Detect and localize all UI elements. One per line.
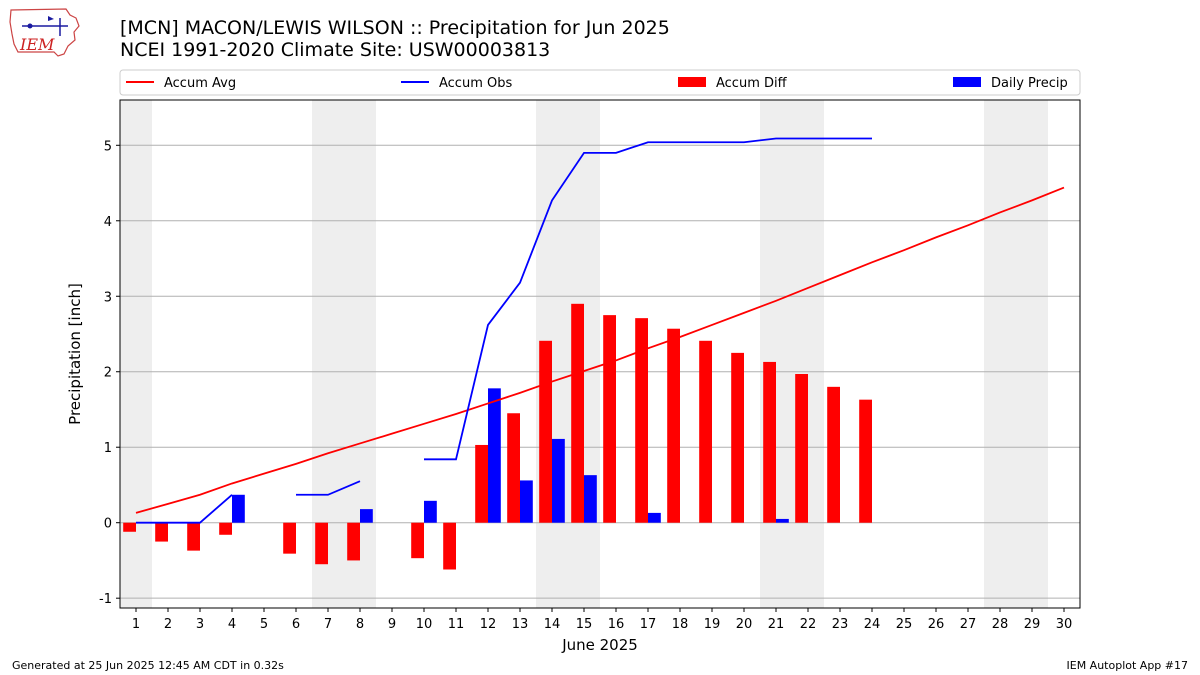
y-tick-label: 1 [104,441,112,456]
plot-frame [119,99,1081,609]
x-tick-label: 22 [800,617,817,632]
x-tick-label: 5 [260,617,268,632]
x-tick-label: 27 [960,617,977,632]
x-tick-label: 25 [896,617,913,632]
accum-diff-bar [827,386,840,523]
x-tick-label: 23 [832,617,849,632]
legend-label: Accum Avg [164,76,236,91]
daily-precip-bar [232,494,245,523]
accum-diff-bar [763,361,776,523]
accum-obs-line [136,494,233,524]
logo-text: IEM [19,35,55,54]
accum-diff-bar [731,352,744,523]
accum-diff-bar [283,522,296,554]
legend-swatch [953,77,981,87]
x-tick-label: 16 [608,617,625,632]
accum-diff-bar [347,522,360,561]
x-tick-label: 20 [736,617,753,632]
x-tick-label: 12 [480,617,497,632]
accum-diff-bar [795,374,808,523]
chart-title: [MCN] MACON/LEWIS WILSON :: Precipitatio… [120,17,670,39]
accum-diff-bar [155,522,168,542]
weekend-band [760,100,824,608]
daily-precip-bar [360,509,373,523]
accum-diff-bar [315,522,328,565]
x-axis-label: June 2025 [561,636,638,654]
weekend-band [120,100,152,608]
grid-lines [120,144,1080,599]
daily-precip-bar [552,438,565,523]
accum-diff-bar [635,318,648,523]
accum-diff-bar [443,522,456,570]
accum-diff-bar [123,522,136,532]
accum-diff-bar [507,413,520,523]
x-tick-label: 14 [544,617,561,632]
line-series [135,137,1065,524]
accum-diff-bar [571,303,584,523]
x-tick-label: 19 [704,617,721,632]
x-tick-label: 17 [640,617,657,632]
accum-diff-bar [603,315,616,523]
daily-precip-bar [776,518,789,523]
x-tick-label: 18 [672,617,689,632]
x-tick-label: 11 [448,617,465,632]
app-note: IEM Autoplot App #17 [1066,659,1189,672]
x-tick-label: 26 [928,617,945,632]
x-tick-label: 6 [292,617,300,632]
y-tick-label: -1 [99,592,112,607]
y-tick-label: 2 [104,366,112,381]
accum-diff-bar [539,340,552,523]
x-tick-label: 7 [324,617,332,632]
y-axis: -1 0 1 2 3 4 5 [99,139,120,607]
x-tick-label: 2 [164,617,172,632]
chart-subtitle: NCEI 1991-2020 Climate Site: USW00003813 [120,39,551,61]
accum-avg-line [135,186,1065,514]
generated-note: Generated at 25 Jun 2025 12:45 AM CDT in… [12,659,284,672]
legend-swatch [678,77,706,87]
x-tick-label: 4 [228,617,236,632]
x-axis: 1 2 3 4 5 6 7 8 9 10 11 12 13 14 15 16 17 18 19 20 21 22 23 24 2… [132,608,1072,632]
x-tick-label: 24 [864,617,881,632]
y-tick-label: 3 [104,290,112,305]
x-tick-label: 13 [512,617,529,632]
daily-precip-bar [488,388,501,523]
accum-diff-bar [475,444,488,523]
legend: Accum Avg Accum Obs Accum Diff Daily Precip [119,69,1081,96]
weekend-shading [120,100,1048,608]
y-axis-label: Precipitation [inch] [66,283,84,425]
legend-box [119,69,1081,96]
x-tick-label: 1 [132,617,140,632]
daily-precip-bar [424,500,437,523]
y-tick-label: 4 [104,215,112,230]
accum-diff-bar [187,522,200,551]
x-tick-label: 29 [1024,617,1041,632]
x-tick-label: 10 [416,617,433,632]
accum-obs-line [296,480,361,496]
x-tick-label: 3 [196,617,204,632]
accum-diff-bar [699,340,712,523]
daily-precip-bar [584,475,597,523]
legend-label: Accum Obs [439,76,512,91]
accum-diff-bar [219,522,232,535]
x-tick-label: 8 [356,617,364,632]
accum-diff-bar [667,328,680,523]
y-tick-label: 5 [104,139,112,154]
bar-series [123,303,872,570]
accum-diff-bar [859,399,872,523]
x-tick-label: 15 [576,617,593,632]
y-tick-label: 0 [104,517,112,532]
accum-diff-bar [411,522,424,559]
accum-obs-line [424,137,872,461]
daily-precip-bar [648,512,661,523]
iem-logo: IEM [9,8,80,57]
legend-label: Daily Precip [991,76,1068,91]
x-tick-label: 21 [768,617,785,632]
x-tick-label: 28 [992,617,1009,632]
weekend-band [984,100,1048,608]
x-tick-label: 30 [1056,617,1073,632]
x-tick-label: 9 [388,617,396,632]
daily-precip-bar [520,480,533,523]
legend-label: Accum Diff [716,76,788,91]
